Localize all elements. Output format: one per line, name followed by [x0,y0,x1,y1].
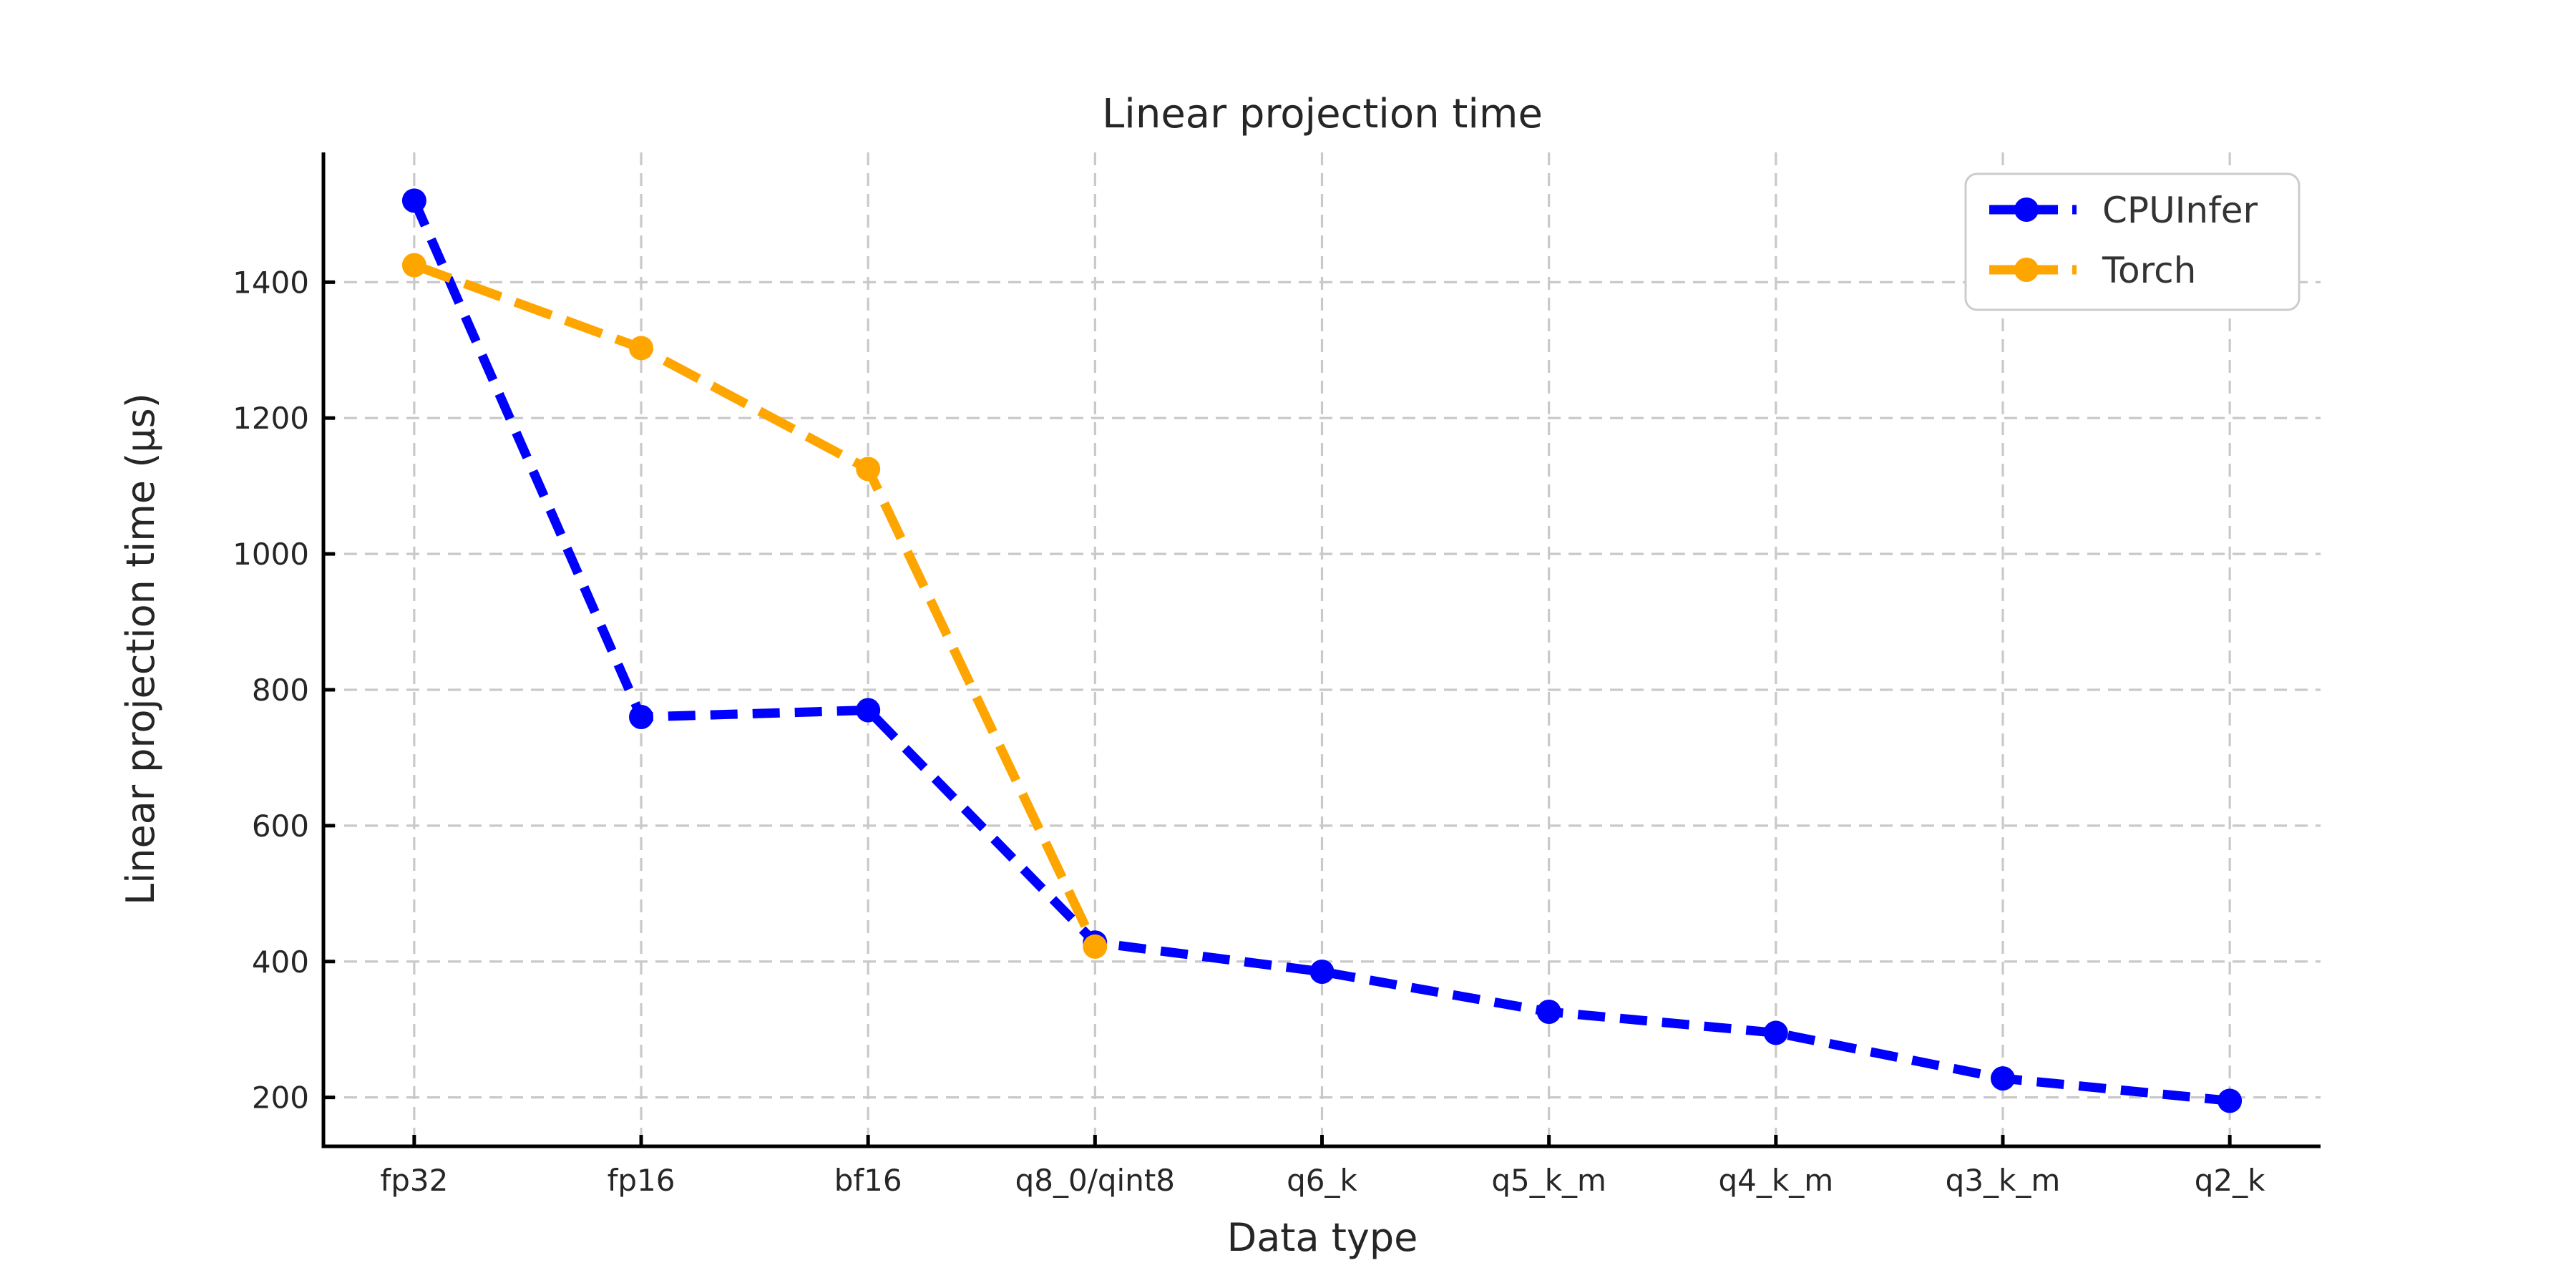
data-point-cpuinfer [1309,960,1335,984]
x-tick-label: q6_k [1287,1163,1357,1198]
axis-layer [321,152,2321,1148]
data-point-cpuinfer [629,705,653,729]
series-line-torch [412,260,1100,949]
y-tick-label: 400 [252,945,309,980]
x-tick-label: q8_0/qint8 [1015,1163,1175,1198]
y-tick-label: 1400 [233,265,309,300]
data-point-torch [1083,934,1108,959]
legend-marker-torch [2014,258,2039,282]
legend: CPUInfer Torch [1964,172,2301,311]
legend-marker-cpuinfer [2014,197,2039,222]
y-tick-label: 1200 [233,401,309,436]
y-tick-label: 1000 [233,537,309,572]
legend-label-torch: Torch [2102,250,2196,291]
data-point-torch [629,336,653,361]
legend-entry-torch: Torch [1989,250,2196,291]
data-point-cpuinfer [1763,1020,1788,1045]
y-tick-label: 200 [252,1080,309,1116]
x-tick-label: q5_k_m [1491,1163,1606,1198]
x-tick-label: bf16 [834,1163,902,1198]
y-axis-label: Linear projection time (µs) [118,393,163,905]
x-tick-label: fp16 [608,1163,675,1198]
data-point-cpuinfer [856,698,881,723]
chart-title: Linear projection time [1102,91,1543,137]
y-tick-label: 600 [252,809,309,844]
grid-layer [323,152,2321,1146]
x-tick-label: fp32 [380,1163,448,1198]
data-point-cpuinfer [1991,1066,2015,1091]
x-tick-label: q2_k [2195,1163,2265,1198]
data-point-torch [856,457,881,482]
x-axis-label: Data type [1227,1215,1418,1260]
data-point-torch [401,253,426,278]
tick-label-layer: 200 400 600 800 1000 1200 1400 fp32 fp16 bf16 q8_0… [233,265,2265,1198]
y-tick-label: 800 [252,673,309,708]
x-tick-label: q3_k_m [1946,1163,2061,1198]
x-tick-label: q4_k_m [1719,1163,1834,1198]
series-layer [401,188,2243,1113]
legend-entry-cpuinfer: CPUInfer [1989,190,2258,231]
data-point-cpuinfer [2218,1088,2243,1113]
data-point-cpuinfer [1536,1000,1561,1024]
series-line-cpuinfer [409,198,2230,1106]
legend-label-cpuinfer: CPUInfer [2102,190,2258,231]
data-point-cpuinfer [401,188,426,213]
